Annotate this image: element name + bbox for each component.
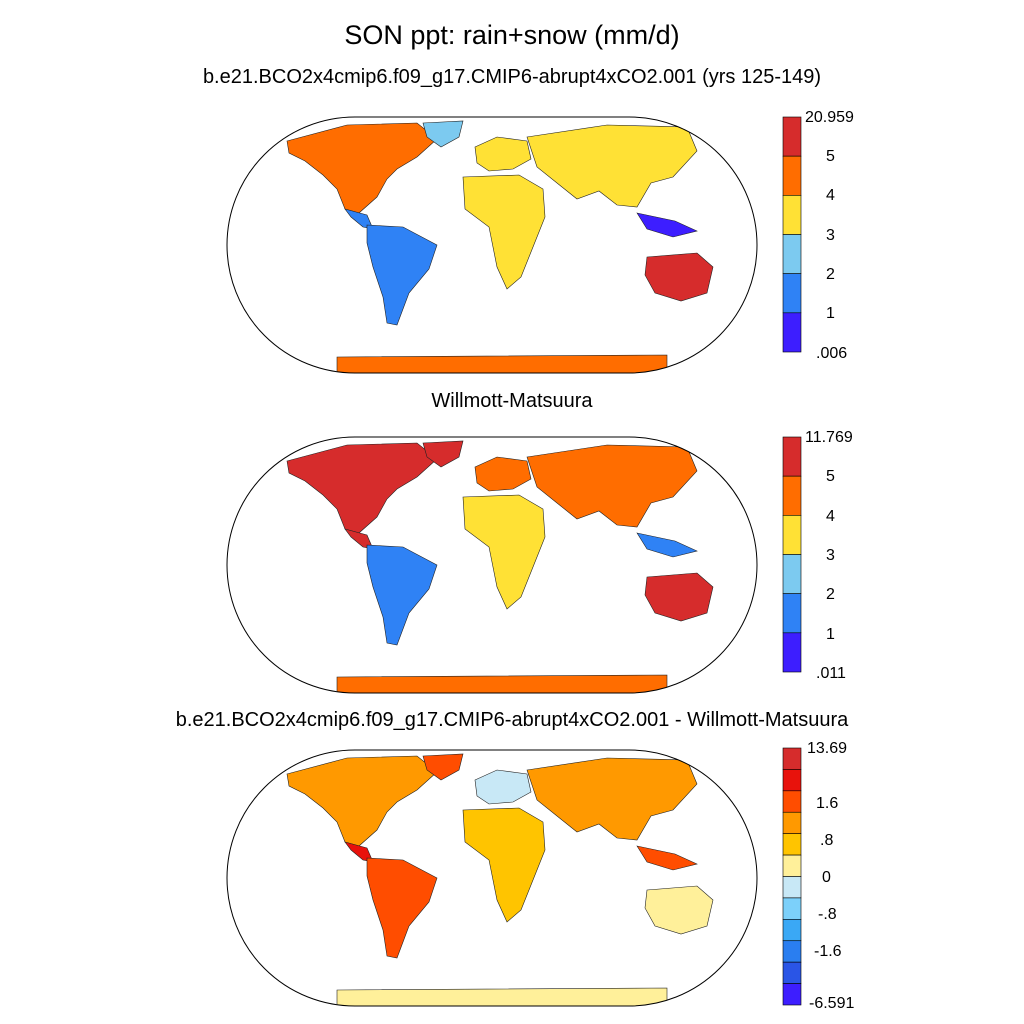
map-1-greenland xyxy=(422,120,464,148)
map-3-maritime-se-asia xyxy=(636,845,698,871)
colorbar-3-segment xyxy=(782,983,802,1006)
colorbar-1-segment xyxy=(782,155,802,196)
colorbar-1-segment xyxy=(782,195,802,235)
colorbar-1-segment xyxy=(782,234,802,274)
colorbar-2-segment xyxy=(782,515,802,555)
cb3-label-3: 0 xyxy=(822,869,831,886)
cb1-label-3: 3 xyxy=(826,227,835,244)
map-1-border xyxy=(226,116,758,374)
map-2-africa xyxy=(462,494,546,610)
cb3-label-0: 13.69 xyxy=(807,740,848,757)
panel-2-title: Willmott-Matsuura xyxy=(431,390,593,412)
map-3-south-america xyxy=(366,857,438,959)
colorbar-3-segment xyxy=(782,919,802,942)
colorbar-2-segment xyxy=(782,436,802,477)
cb1-label-0: 20.959 xyxy=(805,109,854,126)
colorbar-3-segment xyxy=(782,854,802,877)
figure-title: SON ppt: rain+snow (mm/d) xyxy=(344,20,680,50)
colorbar-1-segment xyxy=(782,116,802,157)
cb1-label-1: 5 xyxy=(826,148,835,165)
colorbar-2-segment xyxy=(782,554,802,594)
map-1-north-america xyxy=(286,122,438,214)
map-3-north-america xyxy=(286,755,438,847)
map-1-europe xyxy=(474,136,532,172)
cb1-label-5: 1 xyxy=(826,305,835,322)
map-3-border xyxy=(226,749,758,1007)
map-2-south-america xyxy=(366,544,438,646)
colorbar-3-segment xyxy=(782,940,802,963)
map-1-maritime-se-asia xyxy=(636,212,698,238)
colorbar-3-segment xyxy=(782,961,802,984)
colorbar-3-segment xyxy=(782,897,802,920)
map-1-south-america xyxy=(366,224,438,326)
colorbar-2 xyxy=(782,436,802,673)
cb2-label-0: 11.769 xyxy=(805,429,853,446)
colorbar-3-segment xyxy=(782,833,802,856)
panel-1-title: b.e21.BCO2x4cmip6.f09_g17.CMIP6-abrupt4x… xyxy=(202,66,822,88)
colorbar-3-segment xyxy=(782,876,802,899)
colorbar-2-segment xyxy=(782,632,802,673)
map-2-europe xyxy=(474,456,532,492)
map-1-antarctica xyxy=(336,354,668,373)
cb2-label-1: 5 xyxy=(826,468,835,485)
colorbar-1-segment xyxy=(782,273,802,314)
colorbar-3-segment xyxy=(782,811,802,834)
cb2-label-2: 4 xyxy=(826,508,835,525)
cb3-label-4: -.8 xyxy=(818,906,837,923)
cb2-label-5: 1 xyxy=(826,626,835,643)
colorbar-3-segment xyxy=(782,747,802,770)
map-3-antarctica xyxy=(336,987,668,1006)
colorbar-3-segment xyxy=(782,790,802,813)
cb2-label-3: 3 xyxy=(826,547,835,564)
panel-3-title: b.e21.BCO2x4cmip6.f09_g17.CMIP6-abrupt4x… xyxy=(175,709,849,731)
map-1-africa xyxy=(462,174,546,290)
map-3-greenland xyxy=(422,753,464,781)
map-panel-2 xyxy=(226,436,758,694)
cb2-label-6: .011 xyxy=(816,665,846,682)
cb1-label-4: 2 xyxy=(826,266,835,283)
map-3-africa xyxy=(462,807,546,923)
map-3-australia xyxy=(644,885,714,935)
cb2-label-4: 2 xyxy=(826,586,835,603)
map-panel-3 xyxy=(226,749,758,1007)
colorbar-2-segment xyxy=(782,593,802,634)
colorbar-3-segment xyxy=(782,769,802,792)
cb3-label-2: .8 xyxy=(820,832,834,849)
colorbar-1-segment xyxy=(782,312,802,353)
map-3-europe xyxy=(474,769,532,805)
cb3-label-6: -6.591 xyxy=(809,995,855,1012)
colorbar-3 xyxy=(782,747,802,1006)
map-2-maritime-se-asia xyxy=(636,532,698,558)
colorbar-2-segment xyxy=(782,475,802,516)
cb1-label-6: .006 xyxy=(816,345,848,362)
map-2-antarctica xyxy=(336,674,668,693)
map-panel-1 xyxy=(226,116,758,374)
colorbar-1 xyxy=(782,116,802,353)
cb1-label-2: 4 xyxy=(826,187,835,204)
map-2-greenland xyxy=(422,440,464,468)
cb3-label-5: -1.6 xyxy=(814,943,842,960)
map-2-north-america xyxy=(286,442,438,534)
cb3-label-1: 1.6 xyxy=(816,795,839,812)
map-2-border xyxy=(226,436,758,694)
map-1-australia xyxy=(644,252,714,302)
map-2-australia xyxy=(644,572,714,622)
